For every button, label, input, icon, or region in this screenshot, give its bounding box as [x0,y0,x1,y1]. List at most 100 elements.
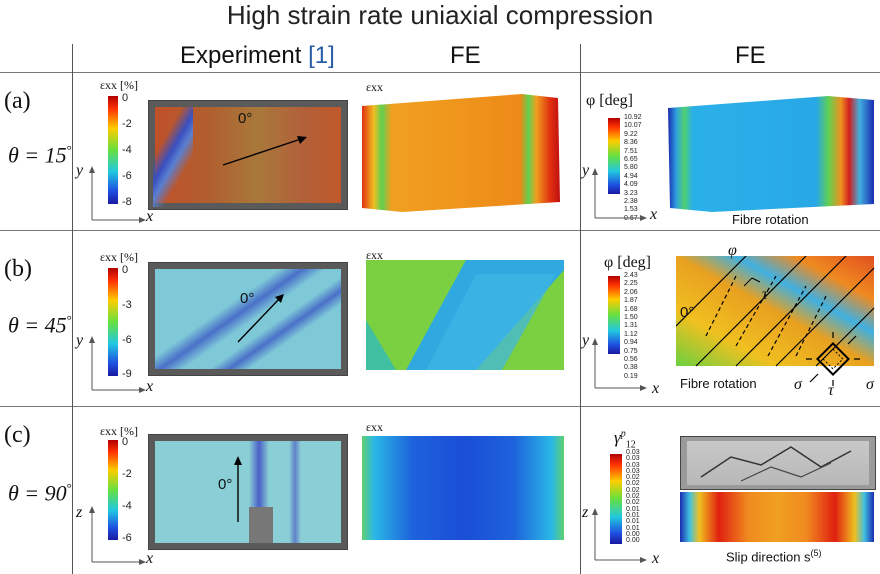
tick: -6 [122,170,132,182]
fe-column-divider [580,44,581,574]
tick: 0.75 [624,347,638,355]
row-c-right-axis-x: x [652,550,660,567]
tick: 0.02 [626,493,640,501]
row-c-slip-contour [680,492,874,542]
row-c-exp-axes [89,506,146,565]
row-c-exp-colorbar-title: εxx [%] [100,424,139,438]
experiment-reference: [1] [308,42,335,69]
row-b-exp-ticks: 0 -3 -6 -9 [122,264,152,380]
tick: 1.53 [624,206,638,214]
row-a-theta: θ = 15° [8,142,72,168]
row-c-caption: Slip direction s(5) [726,548,822,565]
tick: 0.01 [626,511,640,519]
tick: 0.00 [626,530,640,538]
tick: 0.02 [626,486,640,494]
tick: 10.92 [624,114,642,121]
row-c-right-colorbar [610,454,622,544]
tick: 0 [122,264,129,276]
row-b-right-axes [592,338,647,391]
tick: 2.43 [624,272,638,279]
row-b-exp-axis-y: y [76,332,84,349]
tick: 2.06 [624,288,638,296]
row-divider-bc [0,406,880,407]
row-b-sigma-left: σ [794,376,802,393]
fe-rotation-column-header: FE [735,42,766,69]
tick: 1.12 [624,330,638,338]
row-b-exp-axis-x: x [146,378,154,395]
tick: 0.94 [624,339,638,347]
row-a-angle-label: 0° [238,110,253,127]
tick: 0.02 [626,480,640,488]
row-c-exp-axis-y: z [76,504,83,521]
tick: 0.03 [626,449,640,456]
tick: -6 [122,334,132,346]
tick: 0.02 [626,499,640,507]
tick: -9 [122,368,132,380]
row-divider-ab [0,230,880,231]
tick: 0.19 [624,372,638,380]
experiment-label: Experiment [180,42,302,69]
tick: 0.03 [626,455,640,463]
tick: -4 [122,144,132,156]
row-b-fe-contour [366,260,564,370]
tick: 0 [122,92,129,104]
row-a-exp-axis-x: x [146,208,154,225]
row-b-experiment-image [148,262,348,376]
row-a-exp-axes [89,166,146,223]
tick: 0 [122,436,129,448]
tick: 4.94 [624,172,638,180]
row-b-angle-label: 0° [240,290,255,307]
row-c-theta: θ = 90° [8,480,72,506]
tick: 0.38 [624,364,638,372]
tick: 0.00 [626,537,640,545]
row-a-caption: Fibre rotation [732,212,809,227]
row-a-right-axis-x: x [650,206,658,223]
row-a-label: (a) [4,88,31,114]
row-c-right-axes [592,508,647,563]
row-c-fe-title: εxx [366,420,384,434]
row-c-right-axis-z: z [582,504,589,521]
row-a-right-axis-y: y [582,162,590,179]
tick: -6 [122,532,132,544]
row-b-tau-label: τ [828,382,834,399]
row-a-right-colorbar-title: φ [deg] [586,92,633,109]
tick: 5.80 [624,164,638,172]
row-a-exp-colorbar-title: εxx [%] [100,78,139,92]
tick: 2.38 [624,198,638,206]
row-b-fibre-rotation-contour [676,256,875,367]
row-b-exp-colorbar [108,268,118,376]
tick: 1.50 [624,314,638,322]
row-c-fibre-arrow [234,456,242,522]
row-b-stress-element-icon [806,332,860,386]
tick: 0.56 [624,356,638,364]
row-c-exp-colorbar [108,440,118,540]
row-b-label: (b) [4,256,32,282]
row-c-fracture-image [680,436,876,490]
row-a-exp-colorbar [108,96,118,204]
tick: 0.03 [626,467,640,475]
row-b-zero-label: 0° [680,304,695,321]
row-a-exp-axis-y: y [76,162,84,179]
row-a-fibre-rotation-contour [668,96,874,212]
row-b-right-colorbar-title: φ [deg] [604,254,651,271]
label-column-divider [72,44,73,574]
tick: 0.01 [626,518,640,526]
row-a-experiment-image [148,100,348,210]
figure-title: High strain rate uniaxial compression [226,0,654,30]
row-b-exp-axes [89,336,146,393]
tick: 10.07 [624,122,642,130]
row-b-caption: Fibre rotation [680,376,757,391]
row-b-fibre-arrow [237,294,284,343]
row-c-label: (c) [4,422,31,448]
row-a-fe-contour [362,94,560,212]
row-c-experiment-image [148,434,348,550]
row-c-right-colorbar-title: γp12 [614,428,636,451]
row-a-fibre-arrow [222,136,307,166]
row-b-sigma-right: σ [866,376,874,393]
tick: 1.31 [624,322,638,330]
tick: 0.02 [626,474,640,482]
row-a-exp-ticks: 0 -2 -4 -6 -8 [122,92,152,208]
row-b-right-colorbar [608,276,620,354]
row-c-exp-ticks: 0 -2 -4 -6 [122,436,152,546]
tick: 8.36 [624,139,638,147]
